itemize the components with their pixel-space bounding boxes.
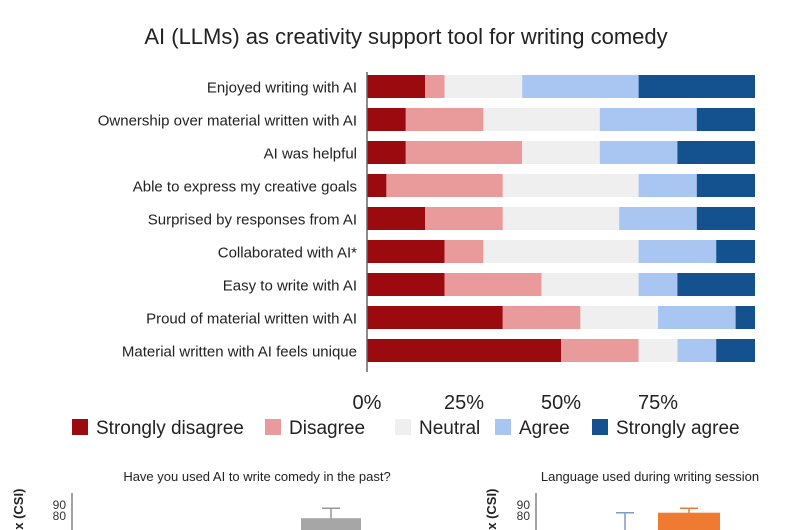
category-label: Easy to write with AI (223, 278, 357, 295)
bar-segment (367, 339, 561, 362)
bar-segment (735, 306, 755, 329)
bar-segment (716, 339, 755, 362)
bar-segment (367, 174, 387, 197)
bar-segment (677, 273, 755, 296)
legend-label: Agree (519, 418, 570, 439)
bar-segment (367, 207, 426, 230)
bar-segment (677, 141, 755, 164)
x-tick-label: 0% (353, 392, 382, 414)
legend-label: Strongly disagree (96, 418, 244, 439)
y-axis-label: ex (CSI) (11, 489, 26, 530)
bar-segment (405, 141, 523, 164)
bar-segment (638, 240, 717, 263)
bar-segment (386, 174, 503, 197)
bar-segment (405, 108, 484, 131)
bar-segment (444, 273, 542, 296)
legend-swatch (72, 419, 88, 435)
bar (301, 518, 361, 530)
bar-segment (502, 306, 581, 329)
legend-swatch (495, 419, 511, 435)
bar-segment (716, 240, 755, 263)
bar-segment (502, 207, 620, 230)
category-label: Surprised by responses from AI (148, 212, 357, 229)
bar-segment (677, 339, 717, 362)
bar-segment (444, 240, 484, 263)
bar-segment (522, 75, 639, 98)
category-label: Enjoyed writing with AI (207, 80, 357, 97)
category-label: Ownership over material written with AI (98, 113, 357, 130)
sub-chart-title: Have you used AI to write comedy in the … (123, 469, 390, 484)
category-label: AI was helpful (264, 146, 357, 163)
bar-segment (483, 240, 639, 263)
bar-segment (658, 306, 736, 329)
y-tick-label: 90 (53, 498, 67, 512)
sub-chart-title: Language used during writing session (541, 469, 759, 484)
bar-segment (599, 108, 697, 131)
category-label: Material written with AI feels unique (122, 344, 357, 361)
y-tick-label: 80 (517, 509, 531, 523)
legend-label: Disagree (289, 418, 365, 439)
bar-segment (561, 339, 639, 362)
legend-label: Neutral (419, 418, 480, 439)
bar-segment (522, 141, 600, 164)
bar-segment (483, 108, 600, 131)
legend-label: Strongly agree (616, 418, 740, 439)
bar-segment (367, 273, 445, 296)
x-tick-label: 25% (444, 392, 484, 414)
y-tick-label: 80 (53, 509, 67, 523)
bar-segment (367, 240, 445, 263)
chart-title: AI (LLMs) as creativity support tool for… (144, 24, 667, 49)
bar-segment (599, 141, 678, 164)
y-tick-label: 90 (517, 498, 531, 512)
bar-segment (444, 75, 523, 98)
bar-segment (541, 273, 639, 296)
bar-segment (638, 273, 678, 296)
csi-language-chart: Language used during writing session ex … (484, 469, 759, 530)
bar (658, 512, 720, 530)
bar-segment (425, 75, 445, 98)
x-tick-label: 75% (638, 392, 678, 414)
bar-segment (619, 207, 697, 230)
legend-swatch (592, 419, 608, 435)
bar-segment (367, 75, 426, 98)
bar-segment (638, 339, 678, 362)
bar-segment (502, 174, 639, 197)
legend-swatch (395, 419, 411, 435)
bar-segment (580, 306, 658, 329)
bar-segment (367, 141, 406, 164)
legend-swatch (265, 419, 281, 435)
legend: Strongly disagree Disagree Neutral Agree Str… (72, 418, 740, 439)
bar-segment (367, 108, 406, 131)
category-label: Able to express my creative goals (133, 179, 357, 196)
stacked-likert-chart: AI (LLMs) as creativity support tool for… (72, 24, 755, 439)
bar-segment (425, 207, 503, 230)
y-axis-label: ex (CSI) (484, 489, 499, 530)
csi-past-use-chart: Have you used AI to write comedy in the … (11, 469, 391, 530)
bar-segment (638, 174, 697, 197)
bar-segment (696, 108, 755, 131)
bar-segment (696, 207, 755, 230)
x-tick-label: 50% (541, 392, 581, 414)
category-label: Collaborated with AI* (218, 245, 357, 262)
bar-segment (638, 75, 755, 98)
bar-segment (367, 306, 503, 329)
category-label: Proud of material written with AI (146, 311, 357, 328)
bar-segment (696, 174, 755, 197)
